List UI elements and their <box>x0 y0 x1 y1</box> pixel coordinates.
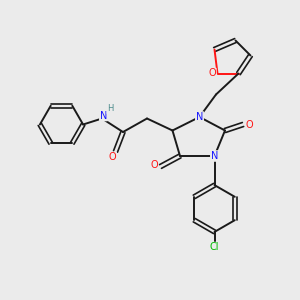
Text: H: H <box>107 104 114 113</box>
Text: O: O <box>109 152 116 163</box>
Text: Cl: Cl <box>210 242 219 253</box>
Text: N: N <box>211 151 218 161</box>
Text: O: O <box>208 68 216 79</box>
Text: N: N <box>100 110 107 121</box>
Text: O: O <box>150 160 158 170</box>
Text: N: N <box>196 112 203 122</box>
Text: O: O <box>246 119 254 130</box>
